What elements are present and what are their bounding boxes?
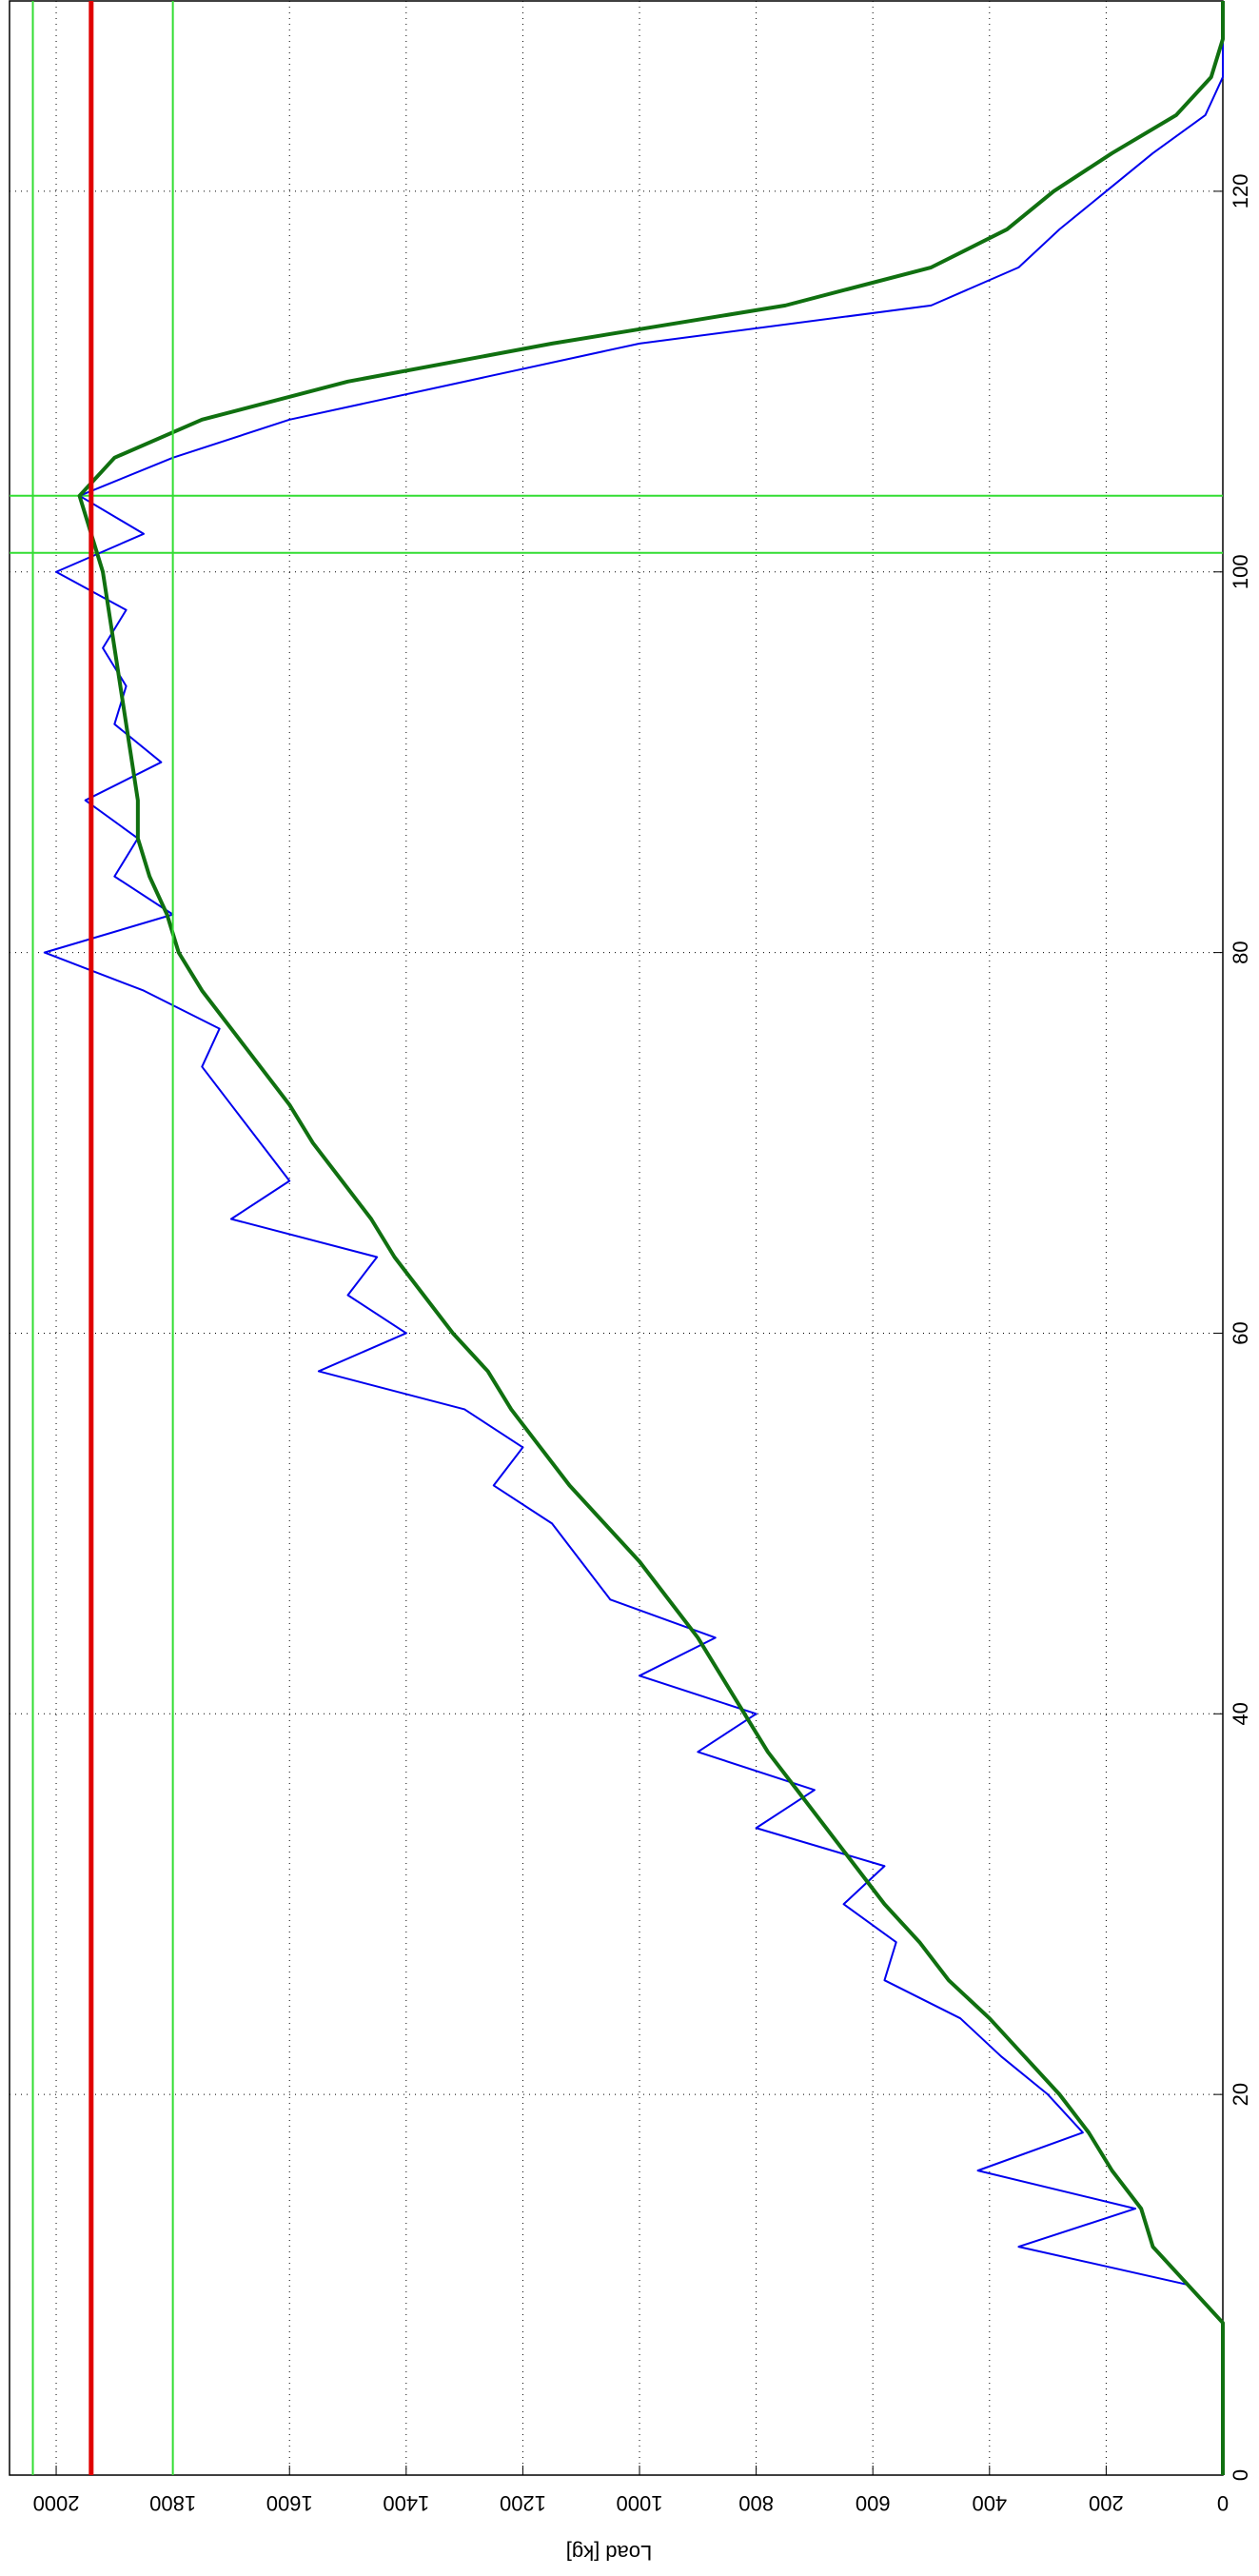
x-tick-label: 20 [1229, 2083, 1252, 2106]
plot-frame [9, 0, 1224, 2476]
x-tick-label: 40 [1229, 1702, 1252, 1725]
x-tick-label: 80 [1229, 941, 1252, 963]
y-tick-label: 1000 [617, 2491, 663, 2515]
series-line [77, 1, 1225, 2475]
y-tick-label: 600 [856, 2491, 891, 2515]
y-tick-label: 800 [738, 2491, 774, 2515]
y-tick-label: 1800 [149, 2491, 196, 2515]
y-tick-label: 200 [1089, 2491, 1124, 2515]
y-tick-label: 400 [972, 2491, 1007, 2515]
y-tick-label: 0 [1217, 2491, 1229, 2515]
x-tick-label: 0 [1229, 2469, 1252, 2481]
x-tick-label: 120 [1229, 174, 1252, 209]
y-tick-label: 1200 [500, 2491, 546, 2515]
y-tick-label: 1600 [266, 2491, 313, 2515]
series-line [43, 1, 1224, 2475]
x-tick-label: 60 [1229, 1321, 1252, 1344]
y-axis-label: Load [kg] [566, 2541, 653, 2565]
y-tick-label: 2000 [33, 2491, 80, 2515]
x-tick-label: 100 [1229, 554, 1252, 589]
y-tick-label: 1400 [383, 2491, 429, 2515]
